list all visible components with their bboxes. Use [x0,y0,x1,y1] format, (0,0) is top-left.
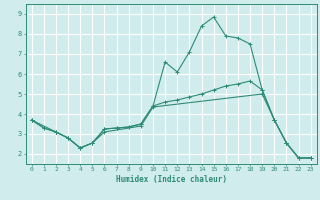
X-axis label: Humidex (Indice chaleur): Humidex (Indice chaleur) [116,175,227,184]
